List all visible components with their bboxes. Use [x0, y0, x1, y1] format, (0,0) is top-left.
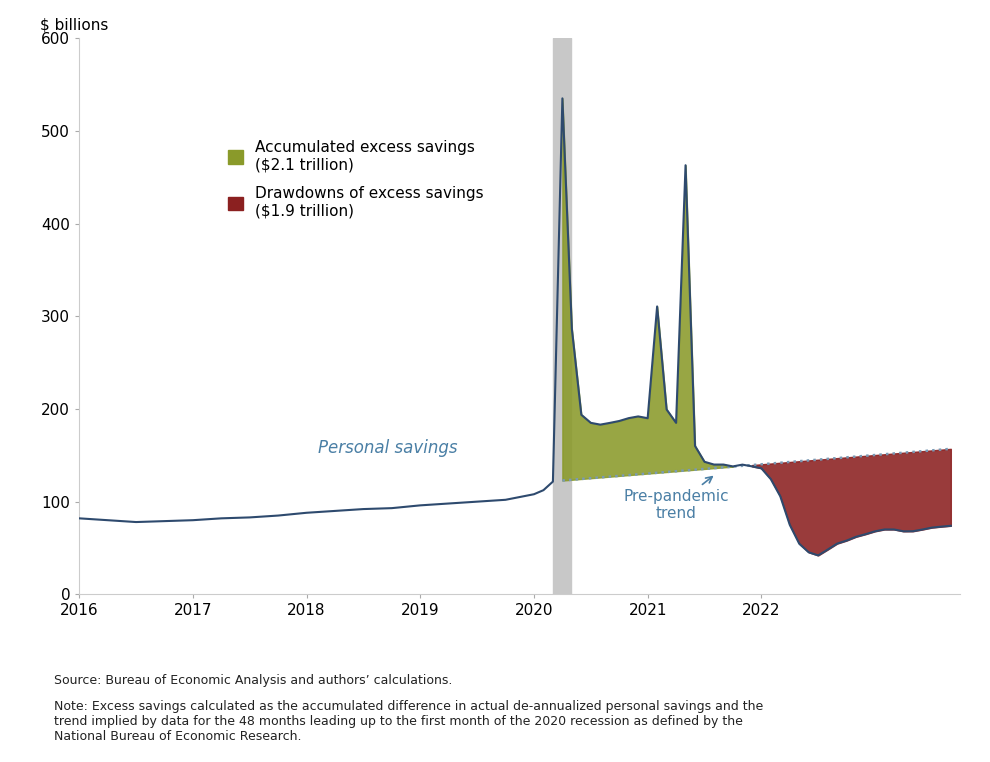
Text: Pre-pandemic
trend: Pre-pandemic trend	[624, 477, 729, 521]
Text: Source: Bureau of Economic Analysis and authors’ calculations.: Source: Bureau of Economic Analysis and …	[54, 674, 452, 687]
Legend: Accumulated excess savings
($2.1 trillion), Drawdowns of excess savings
($1.9 tr: Accumulated excess savings ($2.1 trillio…	[228, 140, 484, 219]
Text: $ billions: $ billions	[40, 18, 108, 33]
Text: Note: Excess savings calculated as the accumulated difference in actual de-annua: Note: Excess savings calculated as the a…	[54, 700, 763, 742]
Text: Personal savings: Personal savings	[318, 440, 457, 457]
Bar	[553, 38, 571, 594]
